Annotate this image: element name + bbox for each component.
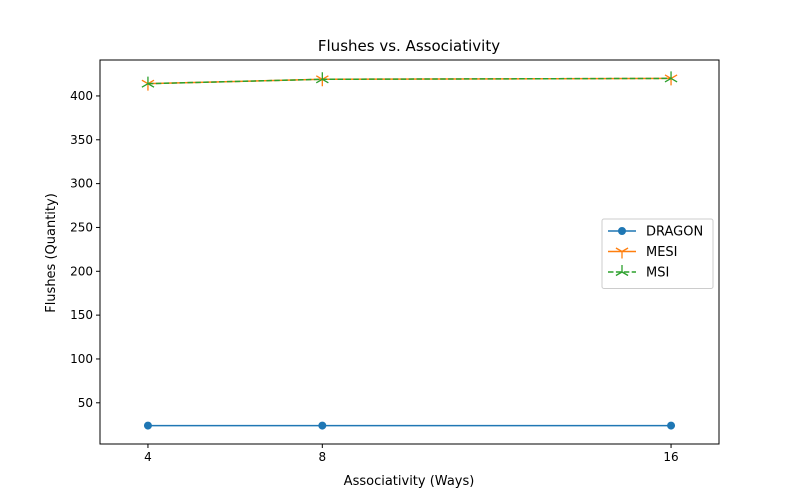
y-tick-label-2: 150 (70, 308, 93, 322)
x-axis-label: Associativity (Ways) (344, 474, 475, 489)
point-msi-1 (315, 72, 329, 84)
y-tick-label-4: 250 (70, 220, 93, 234)
chart-title: Flushes vs. Associativity (318, 37, 500, 55)
point-dragon-2 (667, 421, 676, 430)
y-tick-label-5: 300 (70, 177, 93, 191)
y-axis-label: Flushes (Quantity) (44, 193, 59, 313)
y-tick-label-3: 200 (70, 264, 93, 278)
x-tick-label-2: 16 (663, 450, 678, 464)
y-tick-label-0: 50 (78, 396, 93, 410)
y-tick-label-6: 350 (70, 133, 93, 147)
x-tick-label-1: 8 (318, 450, 326, 464)
x-tick-label-0: 4 (144, 450, 152, 464)
legend-label-mesi: MESI (646, 245, 678, 260)
plot-area: 4 8 16 50 100 150 200 250 300 350 400 (70, 59, 720, 464)
legend: DRAGON MESI MSI (601, 218, 714, 289)
point-dragon-1 (318, 421, 327, 430)
point-dragon-0 (143, 421, 152, 430)
legend-label-msi: MSI (646, 266, 669, 281)
y-tick-label-1: 100 (70, 352, 93, 366)
point-msi-0 (141, 76, 155, 88)
legend-marker-dragon (618, 227, 626, 235)
plot-frame (99, 59, 720, 445)
y-tick-label-7: 400 (70, 89, 93, 103)
point-msi-2 (664, 71, 678, 83)
legend-box (601, 218, 714, 289)
legend-marker-mesi (615, 247, 629, 259)
legend-label-dragon: DRAGON (646, 225, 703, 240)
legend-marker-msi (615, 265, 629, 277)
